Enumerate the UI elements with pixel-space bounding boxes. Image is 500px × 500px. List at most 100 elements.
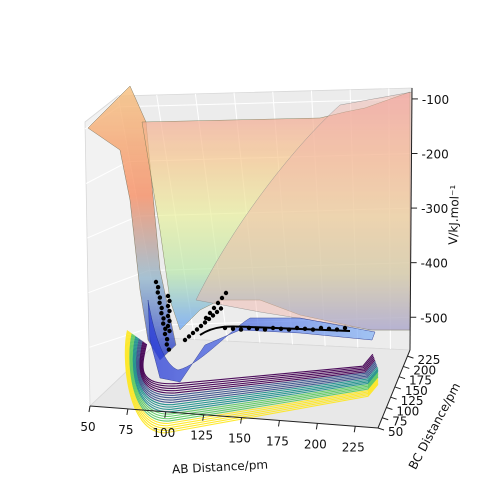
- z-tick-label-4: -500: [420, 311, 447, 325]
- trajectory-point-2: [155, 290, 160, 295]
- contour-line-20: [125, 330, 379, 431]
- contour-line-8: [135, 338, 378, 403]
- x-tick-mark-1: [126, 408, 129, 415]
- contour-line-5: [138, 340, 376, 396]
- grid-line-z-0: [118, 98, 412, 108]
- z-tick-label-0: -100: [422, 93, 449, 107]
- trajectory-path: [153, 279, 351, 352]
- contour-line-6: [137, 339, 377, 399]
- y-tick-label-5: 175: [409, 374, 432, 388]
- trajectory-point-19: [167, 318, 172, 324]
- x-axis-title: AB Distance/pm: [172, 457, 269, 476]
- z-axis-title: V/kJ.mol⁻¹: [446, 184, 462, 245]
- x-tick-mark-0: [88, 405, 91, 413]
- trajectory-point-18: [165, 313, 171, 319]
- trajectory-point-29: [210, 313, 216, 318]
- trajectory-point-49: [207, 310, 213, 316]
- trajectory-point-52: [219, 295, 225, 301]
- trajectory-point-22: [182, 337, 188, 343]
- grid-line-zl-2: [87, 215, 139, 239]
- x-tick-label-1: 75: [118, 423, 133, 437]
- z-axis-line: [409, 87, 413, 351]
- trajectory-point-27: [202, 320, 208, 325]
- contour-line-16: [129, 333, 379, 422]
- y-tick-label-2: 100: [396, 404, 419, 418]
- y-tick-mark-1: [382, 417, 389, 421]
- y-tick-label-4: 150: [405, 384, 428, 398]
- trajectory-point-16: [165, 303, 171, 309]
- trajectory-point-20: [165, 323, 171, 329]
- trajectory-point-4: [157, 300, 162, 305]
- trajectory-point-1: [155, 285, 161, 290]
- z-tick-label-3: -400: [421, 257, 448, 271]
- x-tick-mark-4: [240, 417, 243, 424]
- y-tick-mark-6: [403, 365, 410, 369]
- contour-line-3: [139, 341, 375, 392]
- y-tick-mark-4: [394, 386, 402, 390]
- y-tick-label-6: 200: [413, 363, 436, 377]
- y-tick-label-1: 75: [392, 415, 407, 429]
- y-tick-label-0: 50: [388, 425, 403, 439]
- contour-line-17: [128, 332, 379, 424]
- trajectory-point-15: [167, 298, 172, 304]
- contour-line-14: [130, 334, 379, 417]
- surface-valley: [147, 299, 376, 383]
- y-tick-mark-5: [398, 376, 406, 380]
- x-tick-label-7: 225: [342, 440, 365, 454]
- surface-main-sheet: [141, 91, 411, 331]
- contour-line-1: [141, 343, 374, 387]
- y-tick-mark-7: [407, 355, 414, 359]
- trajectory-point-13: [166, 347, 172, 352]
- trajectory-point-5: [159, 305, 164, 311]
- contour-line-21: [124, 330, 379, 434]
- trajectory-point-10: [162, 331, 168, 337]
- x-axis-ticks: 50 75 100 125 150 175 200 225: [80, 405, 365, 454]
- contour-line-13: [131, 335, 379, 415]
- trajectory-point-6: [159, 311, 164, 316]
- y-tick-label-3: 125: [401, 394, 424, 408]
- contour-line-19: [126, 331, 379, 429]
- trajectory-point-8: [161, 321, 166, 326]
- trajectory-point-14: [165, 293, 171, 299]
- contour-line-2: [140, 342, 375, 389]
- y-tick-mark-0: [377, 427, 385, 431]
- trajectory-point-17: [167, 308, 172, 314]
- trajectory-point-24: [190, 330, 196, 336]
- trajectory-point-50: [211, 305, 217, 311]
- x-tick-label-0: 50: [80, 420, 95, 434]
- trajectory-point-25: [194, 327, 200, 332]
- trajectory-point-7: [161, 316, 166, 321]
- trajectory-point-0: [153, 279, 159, 285]
- trajectory-point-53: [223, 290, 229, 296]
- x-tick-mark-7: [353, 426, 356, 433]
- z-tick-label-1: -200: [422, 148, 449, 162]
- contour-line-18: [127, 332, 379, 427]
- x-tick-label-3: 125: [190, 429, 213, 443]
- trajectory-point-3: [157, 295, 163, 300]
- trajectory-point-33: [230, 326, 236, 331]
- x-tick-label-4: 150: [228, 432, 251, 446]
- x-tick-mark-3: [202, 414, 205, 421]
- trajectory-point-26: [198, 323, 204, 329]
- contour-line-4: [139, 341, 376, 394]
- trajectory-point-23: [186, 334, 192, 339]
- y-tick-mark-3: [390, 396, 397, 400]
- trajectory-point-9: [163, 326, 168, 331]
- contour-line-11: [133, 336, 379, 410]
- y-axis-line: [377, 349, 411, 429]
- z-axis-ticks: -100 -200 -300 -400 -500: [410, 93, 449, 325]
- grid-line-zl-1: [85, 161, 129, 184]
- x-tick-mark-6: [315, 423, 318, 430]
- x-tick-label-2: 100: [152, 426, 175, 440]
- trajectory-point-48: [203, 315, 209, 321]
- contour-line-7: [136, 339, 377, 401]
- trajectory-point-21: [167, 328, 172, 334]
- contour-line-9: [135, 338, 378, 406]
- trajectory-point-47: [342, 325, 348, 331]
- x-tick-label-6: 200: [304, 437, 327, 451]
- trajectory-point-31: [218, 306, 224, 311]
- z-tick-label-2: -300: [421, 202, 448, 216]
